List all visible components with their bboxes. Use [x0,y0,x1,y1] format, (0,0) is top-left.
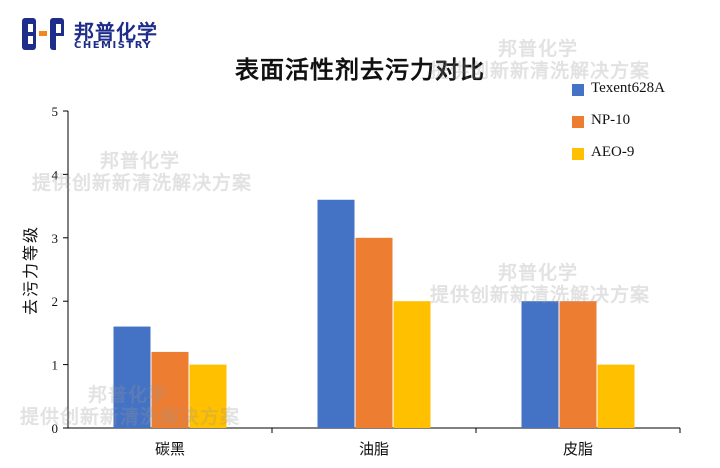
x-tick-label: 碳黑 [155,440,185,458]
y-tick-label: 5 [52,104,59,119]
bar-np-10-1 [151,351,189,428]
legend-swatch [572,148,584,160]
legend-swatch [572,116,584,128]
brand-logo: 邦普化学 CHEMISTRY [20,14,170,54]
chart-title: 表面活性剂去污力对比 [235,56,485,84]
bar-texent628a-1 [113,326,151,428]
y-tick-label: 0 [52,421,59,436]
x-tick-label: 油脂 [359,440,389,458]
y-axis-label: 去污力等级 [21,225,40,315]
legend-swatch [572,84,584,96]
logo-mark-icon [22,18,64,50]
bar-aeo-9-2 [393,301,431,428]
y-tick-label: 2 [52,294,59,309]
x-tick-label: 皮脂 [563,440,593,458]
bar-aeo-9-3 [597,364,635,428]
y-tick-label: 4 [52,167,59,182]
bar-texent628a-3 [521,301,559,428]
legend-label: NP-10 [591,112,631,128]
y-tick-label: 3 [52,231,59,246]
y-tick-label: 1 [52,358,59,373]
bar-np-10-3 [559,301,597,428]
logo-name-en: CHEMISTRY [74,40,153,51]
legend-label: AEO-9 [591,144,635,160]
bar-texent628a-2 [317,199,355,428]
bar-aeo-9-1 [189,364,227,428]
legend-label: Texent628A [591,80,665,96]
bar-np-10-2 [355,237,393,428]
logo-name-cn: 邦普化学 [74,20,158,44]
